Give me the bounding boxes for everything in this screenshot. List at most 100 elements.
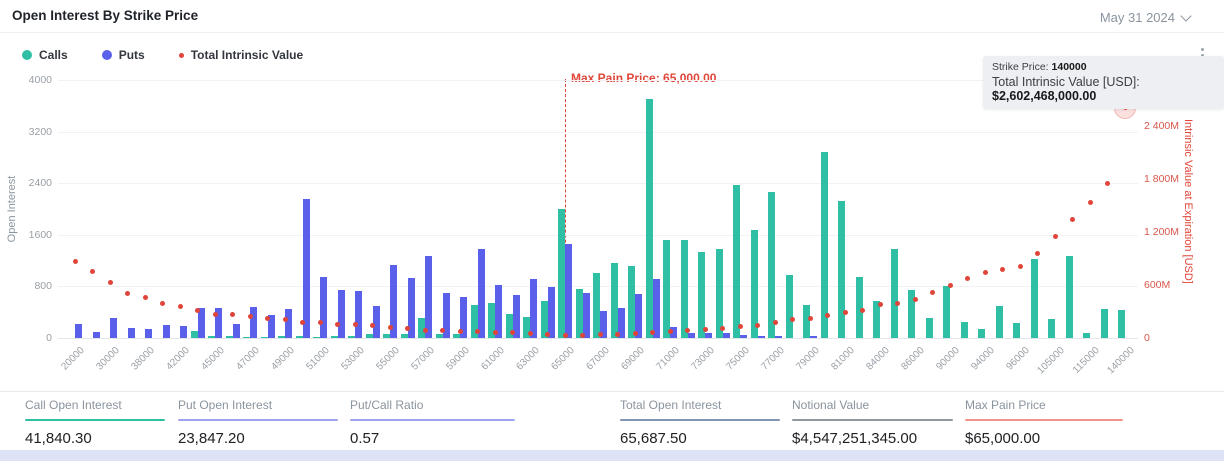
call-bar[interactable] — [890, 249, 898, 338]
intrinsic-value-dot[interactable] — [1035, 250, 1040, 256]
intrinsic-value-dot[interactable] — [947, 283, 953, 289]
put-bar[interactable] — [722, 332, 730, 338]
call-bar[interactable] — [435, 333, 443, 338]
put-bar[interactable] — [530, 278, 537, 338]
call-bar[interactable] — [733, 184, 740, 338]
call-bar[interactable] — [575, 288, 583, 338]
call-bar[interactable] — [855, 276, 863, 338]
put-bar[interactable] — [285, 309, 292, 338]
call-bar[interactable] — [698, 251, 705, 338]
intrinsic-value-dot[interactable] — [1087, 200, 1093, 206]
intrinsic-value-dot[interactable] — [895, 300, 900, 306]
call-bar[interactable] — [400, 334, 408, 338]
intrinsic-value-dot[interactable] — [160, 301, 165, 307]
call-bar[interactable] — [243, 336, 250, 338]
call-bar[interactable] — [645, 99, 653, 338]
intrinsic-value-dot[interactable] — [352, 322, 358, 328]
put-bar[interactable] — [652, 278, 660, 338]
put-bar[interactable] — [600, 310, 607, 338]
intrinsic-value-dot[interactable] — [387, 325, 393, 331]
put-bar[interactable] — [740, 334, 747, 338]
intrinsic-value-dot[interactable] — [405, 326, 410, 332]
call-bar[interactable] — [295, 336, 303, 338]
call-bar[interactable] — [225, 336, 233, 338]
intrinsic-value-dot[interactable] — [1105, 180, 1110, 186]
intrinsic-value-dot[interactable] — [755, 322, 760, 328]
call-bar[interactable] — [925, 317, 933, 338]
put-bar[interactable] — [320, 277, 327, 338]
put-bar[interactable] — [442, 292, 450, 338]
call-bar[interactable] — [190, 330, 198, 338]
put-bar[interactable] — [617, 308, 625, 338]
call-bar[interactable] — [348, 336, 355, 338]
put-bar[interactable] — [232, 323, 240, 338]
intrinsic-value-dot[interactable] — [807, 315, 813, 321]
put-bar[interactable] — [635, 293, 642, 338]
intrinsic-value-dot[interactable] — [247, 314, 253, 320]
put-bar[interactable] — [215, 308, 222, 338]
put-bar[interactable] — [127, 327, 135, 338]
call-bar[interactable] — [558, 209, 565, 338]
intrinsic-value-dot[interactable] — [212, 311, 218, 317]
call-bar[interactable] — [628, 265, 635, 338]
call-bar[interactable] — [1118, 309, 1125, 338]
call-bar[interactable] — [330, 336, 338, 338]
intrinsic-value-dot[interactable] — [317, 320, 323, 326]
intrinsic-value-dot[interactable] — [912, 296, 918, 302]
call-bar[interactable] — [208, 336, 215, 338]
call-bar[interactable] — [470, 304, 478, 338]
call-bar[interactable] — [365, 334, 373, 338]
put-bar[interactable] — [337, 289, 345, 338]
intrinsic-value-dot[interactable] — [457, 329, 463, 335]
put-bar[interactable] — [110, 317, 117, 338]
call-bar[interactable] — [908, 289, 915, 338]
put-bar[interactable] — [180, 326, 187, 338]
intrinsic-value-dot[interactable] — [842, 310, 848, 316]
intrinsic-value-dot[interactable] — [877, 302, 883, 308]
put-bar[interactable] — [670, 327, 677, 338]
call-bar[interactable] — [873, 300, 880, 338]
call-bar[interactable] — [680, 239, 688, 338]
intrinsic-value-dot[interactable] — [422, 327, 428, 333]
intrinsic-value-dot[interactable] — [667, 328, 673, 334]
put-bar[interactable] — [302, 198, 310, 338]
intrinsic-value-dot[interactable] — [772, 320, 778, 326]
intrinsic-value-dot[interactable] — [580, 332, 585, 338]
intrinsic-value-dot[interactable] — [650, 329, 655, 335]
date-selector[interactable]: May 31 2024 — [1100, 9, 1192, 25]
put-bar[interactable] — [75, 323, 82, 338]
call-bar[interactable] — [768, 192, 775, 338]
put-bar[interactable] — [197, 308, 205, 338]
intrinsic-value-dot[interactable] — [702, 327, 708, 333]
call-bar[interactable] — [488, 302, 495, 338]
intrinsic-value-dot[interactable] — [230, 312, 235, 318]
intrinsic-value-dot[interactable] — [685, 327, 690, 333]
call-bar[interactable] — [260, 336, 268, 338]
call-bar[interactable] — [715, 248, 723, 338]
intrinsic-value-dot[interactable] — [930, 290, 935, 296]
call-bar[interactable] — [383, 334, 390, 338]
put-bar[interactable] — [425, 255, 432, 338]
put-bar[interactable] — [565, 244, 572, 338]
put-bar[interactable] — [757, 336, 765, 338]
intrinsic-value-dot[interactable] — [1070, 217, 1075, 223]
call-bar[interactable] — [1100, 309, 1108, 338]
intrinsic-value-dot[interactable] — [825, 313, 830, 319]
intrinsic-value-dot[interactable] — [860, 307, 865, 313]
intrinsic-value-dot[interactable] — [1052, 234, 1058, 240]
call-bar[interactable] — [453, 333, 460, 338]
intrinsic-value-dot[interactable] — [527, 331, 533, 337]
call-bar[interactable] — [803, 304, 810, 338]
intrinsic-value-dot[interactable] — [510, 330, 515, 336]
call-bar[interactable] — [1030, 259, 1038, 338]
call-bar[interactable] — [960, 321, 968, 338]
intrinsic-value-dot[interactable] — [107, 280, 113, 286]
put-bar[interactable] — [372, 305, 380, 338]
intrinsic-value-dot[interactable] — [125, 291, 130, 297]
put-bar[interactable] — [162, 325, 170, 338]
intrinsic-value-dot[interactable] — [597, 332, 603, 338]
intrinsic-value-dot[interactable] — [737, 324, 743, 330]
intrinsic-value-dot[interactable] — [1017, 264, 1023, 270]
put-bar[interactable] — [267, 314, 275, 338]
put-bar[interactable] — [355, 290, 362, 338]
